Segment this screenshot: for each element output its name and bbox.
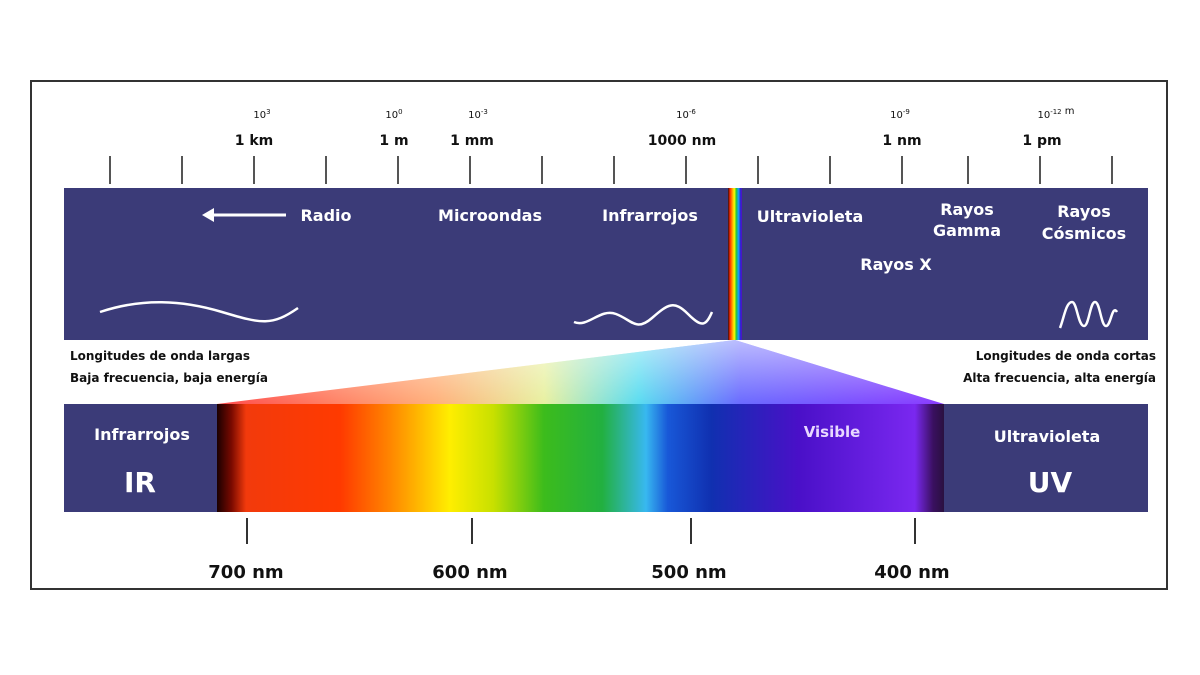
- visible-light-strip: [728, 188, 742, 340]
- label-rayos-cosmicos-line2: Cósmicos: [1042, 224, 1126, 243]
- medium-wave-icon: [573, 304, 714, 326]
- label-400nm: 400 nm: [874, 562, 949, 583]
- label-600nm: 600 nm: [432, 562, 507, 583]
- label-700nm: 700 nm: [208, 562, 283, 583]
- note-short-wavelength: Longitudes de onda cortas: [976, 349, 1156, 363]
- bottom-band-labels: Infrarrojos IR Ultravioleta UV: [94, 425, 1100, 499]
- top-scale-ticks: [109, 156, 1113, 184]
- note-high-frequency: Alta frecuencia, alta energía: [963, 371, 1156, 385]
- top-scale-exponents: 103 100 10-3 10-6 10-9 10-12 m: [253, 106, 1074, 121]
- label-infrarrojos: Infrarrojos: [602, 206, 698, 225]
- unit-label-1m: 1 m: [379, 133, 408, 149]
- exponent-label: 10-3: [468, 108, 488, 121]
- label-rayos-cosmicos-line1: Rayos: [1057, 202, 1111, 221]
- label-rayos-gamma-line2: Gamma: [933, 221, 1001, 240]
- exponent-label: 103: [253, 108, 270, 121]
- label-rayos-x: Rayos X: [860, 255, 932, 274]
- top-spectrum-band: [64, 188, 1148, 340]
- electromagnetic-spectrum-diagram: 103 100 10-3 10-6 10-9 10-12 m 1 km 1 m …: [64, 106, 1156, 583]
- label-ir-title: Infrarrojos: [94, 425, 190, 444]
- arrow-left-icon: [202, 208, 286, 222]
- visible-spectrum-gradient: [217, 404, 944, 512]
- label-500nm: 500 nm: [651, 562, 726, 583]
- label-ultravioleta: Ultravioleta: [757, 207, 864, 226]
- long-wave-icon: [99, 301, 299, 323]
- label-rayos-gamma-line1: Rayos: [940, 200, 994, 219]
- bottom-scale-labels: 700 nm 600 nm 500 nm 400 nm: [208, 562, 949, 583]
- exponent-label: 10-9: [890, 108, 910, 121]
- unit-label-1nm: 1 nm: [882, 133, 921, 149]
- label-microondas: Microondas: [438, 206, 542, 225]
- exponent-label: 10-12 m: [1037, 106, 1074, 121]
- unit-label-1mm: 1 mm: [450, 133, 494, 149]
- top-scale-units: 1 km 1 m 1 mm 1000 nm 1 nm 1 pm: [235, 133, 1062, 149]
- exponent-label: 100: [385, 108, 402, 121]
- bottom-scale-ticks: [246, 518, 916, 544]
- label-ir: IR: [124, 466, 156, 499]
- unit-label-1pm: 1 pm: [1022, 133, 1061, 149]
- unit-label-1000nm: 1000 nm: [648, 133, 716, 149]
- exponent-label: 10-6: [676, 108, 696, 121]
- spectrum-diagram-frame: 103 100 10-3 10-6 10-9 10-12 m 1 km 1 m …: [30, 80, 1168, 590]
- note-long-wavelength: Longitudes de onda largas: [70, 349, 250, 363]
- label-visible: Visible: [804, 423, 861, 441]
- note-low-frequency: Baja frecuencia, baja energía: [70, 371, 268, 385]
- wavelength-notes: Longitudes de onda largas Baja frecuenci…: [70, 349, 1156, 385]
- label-radio: Radio: [300, 206, 351, 225]
- label-uv-title: Ultravioleta: [994, 427, 1101, 446]
- unit-label-1km: 1 km: [235, 133, 274, 149]
- short-wave-icon: [1058, 300, 1119, 329]
- top-band-labels: Radio Microondas Infrarrojos Ultraviolet…: [300, 200, 1126, 274]
- label-uv: UV: [1028, 466, 1073, 499]
